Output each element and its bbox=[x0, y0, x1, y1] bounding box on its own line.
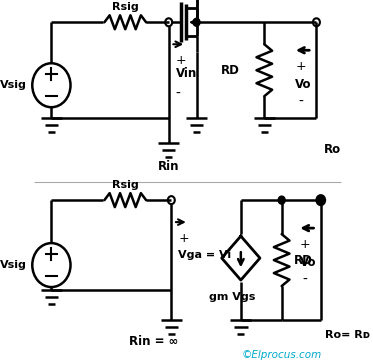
Text: -: - bbox=[298, 95, 303, 109]
Text: -: - bbox=[176, 87, 181, 101]
Text: Vsig: Vsig bbox=[0, 260, 27, 270]
Text: +: + bbox=[295, 60, 306, 73]
Text: RD: RD bbox=[221, 64, 240, 77]
Text: Ro= Rᴅ: Ro= Rᴅ bbox=[325, 330, 370, 340]
Text: Rin = ∞: Rin = ∞ bbox=[129, 335, 179, 348]
Circle shape bbox=[278, 196, 285, 204]
Text: gm Vgs: gm Vgs bbox=[209, 292, 256, 302]
Text: Rin: Rin bbox=[158, 160, 179, 173]
Text: Vin: Vin bbox=[176, 67, 197, 80]
Circle shape bbox=[193, 18, 200, 26]
Text: -: - bbox=[303, 273, 308, 287]
Text: Vsig: Vsig bbox=[0, 80, 27, 90]
Text: +: + bbox=[178, 232, 189, 245]
Text: Vga = Vi: Vga = Vi bbox=[178, 250, 231, 260]
Text: Vo: Vo bbox=[300, 256, 316, 269]
Text: RD: RD bbox=[294, 254, 313, 266]
Text: ©Elprocus.com: ©Elprocus.com bbox=[242, 350, 322, 360]
Text: Vo: Vo bbox=[295, 78, 312, 91]
Text: +: + bbox=[300, 238, 310, 251]
Text: Ro: Ro bbox=[323, 143, 341, 156]
Text: Rsig: Rsig bbox=[112, 180, 139, 190]
Text: Rsig: Rsig bbox=[112, 2, 139, 12]
Text: +: + bbox=[176, 54, 186, 67]
Circle shape bbox=[317, 196, 324, 204]
